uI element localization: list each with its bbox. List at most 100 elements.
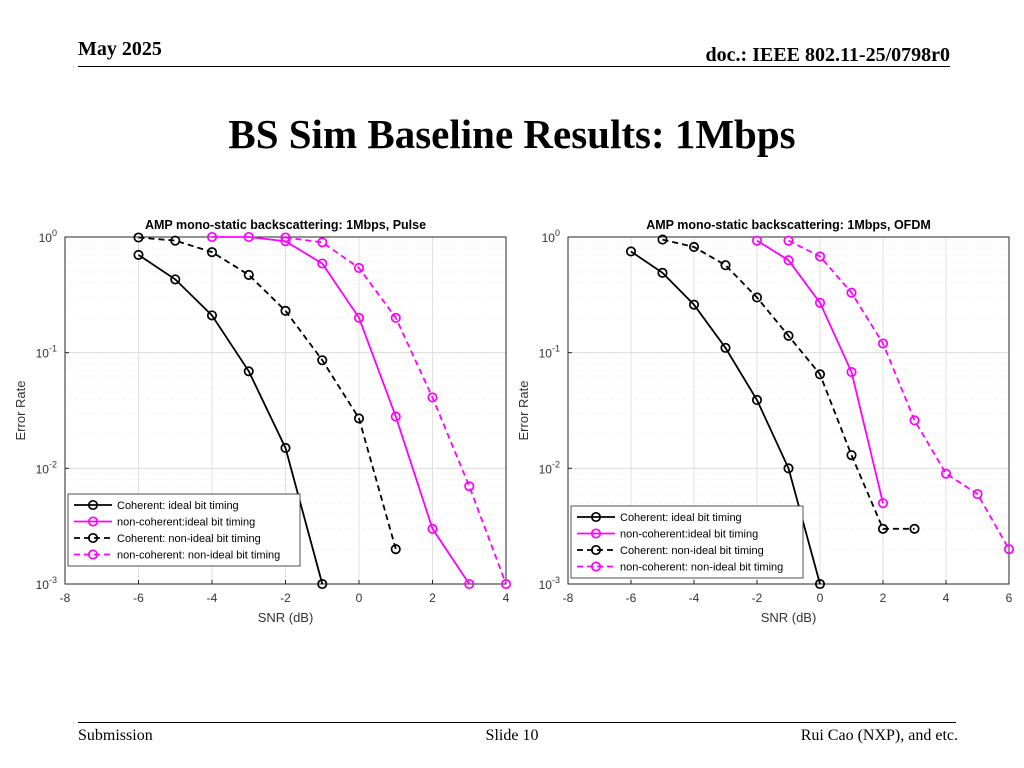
legend-label: non-coherent: non-ideal bit timing	[117, 550, 280, 562]
series-line	[285, 236, 507, 585]
legend: Coherent: ideal bit timing non-coherent:i…	[570, 505, 804, 579]
data-point	[427, 392, 438, 403]
data-point	[846, 287, 857, 298]
data-point	[783, 235, 794, 246]
legend-label: Coherent: non-ideal bit timing	[620, 545, 764, 557]
data-point	[243, 366, 254, 377]
data-point	[751, 394, 763, 406]
legend-label: Coherent: ideal bit timing	[117, 500, 239, 512]
data-point	[783, 463, 794, 474]
footer-slide-number: Slide 10	[485, 727, 539, 744]
data-point	[940, 468, 952, 479]
data-point	[317, 355, 328, 366]
header-date: May 2025	[78, 38, 162, 60]
header-doc-id: doc.: IEEE 802.11-25/0798r0	[705, 44, 950, 66]
data-point	[751, 235, 763, 246]
legend-label: non-coherent: non-ideal bit timing	[620, 562, 783, 574]
data-point	[133, 249, 144, 260]
x-tick-label: 2	[880, 591, 887, 605]
data-point	[243, 269, 254, 280]
data-point	[720, 342, 731, 353]
header-rule	[78, 66, 950, 67]
data-point	[280, 232, 291, 243]
data-point	[317, 258, 328, 269]
data-point	[909, 523, 920, 534]
data-point	[353, 312, 365, 323]
series-line	[138, 254, 324, 585]
series-line	[756, 239, 884, 504]
x-tick-label: 4	[943, 591, 950, 605]
x-tick-label: -4	[689, 591, 700, 605]
data-point	[170, 235, 181, 246]
x-tick-label: 0	[356, 591, 363, 605]
data-point	[317, 237, 328, 248]
series-3	[657, 234, 920, 534]
legend-marker	[590, 528, 602, 539]
footer-submission: Submission	[78, 727, 153, 744]
x-tick-label: -2	[752, 591, 763, 605]
x-axis-label: SNR (dB)	[761, 610, 817, 625]
legend-marker	[590, 544, 602, 556]
x-tick-label: -8	[60, 591, 71, 605]
data-point	[625, 246, 637, 257]
legend-label: non-coherent:ideal bit timing	[620, 529, 758, 541]
data-point	[243, 231, 254, 243]
data-point	[206, 231, 218, 243]
series-line	[212, 236, 471, 585]
series-4	[280, 232, 512, 590]
series-2	[206, 231, 475, 590]
data-point	[500, 578, 512, 590]
data-point	[317, 578, 328, 590]
series-1	[133, 249, 328, 590]
series-4	[783, 235, 1015, 555]
x-tick-label: 6	[1006, 591, 1013, 605]
legend-marker	[590, 511, 602, 523]
legend-marker	[590, 561, 602, 572]
data-point	[390, 411, 401, 422]
chart-2: -8 -6 -4 -2 0 2 4 6 100 10-1 10-2 10-3 AMP mono-stat…	[516, 218, 1015, 625]
data-point	[877, 498, 889, 509]
legend-marker	[87, 549, 99, 560]
x-tick-label: 2	[429, 591, 436, 605]
data-point	[353, 262, 365, 274]
legend-marker	[87, 499, 99, 511]
legend-label: non-coherent:ideal bit timing	[117, 517, 255, 529]
data-point	[877, 338, 889, 349]
y-tick-label: 10-1	[539, 344, 560, 361]
data-point	[133, 232, 144, 243]
data-point	[170, 274, 181, 285]
y-tick-label: 10-2	[36, 459, 57, 476]
x-tick-label: -6	[626, 591, 637, 605]
series-line	[662, 238, 915, 530]
series-3	[133, 232, 401, 555]
legend: Coherent: ideal bit timing non-coherent:i…	[67, 493, 301, 567]
data-point	[1003, 544, 1015, 555]
data-point	[846, 366, 857, 378]
chart-title: AMP mono-static backscattering: 1Mbps, P…	[145, 218, 426, 232]
data-point	[688, 299, 700, 310]
data-point	[657, 267, 668, 278]
data-point	[206, 247, 218, 258]
data-point	[814, 578, 826, 590]
series-line	[788, 239, 1010, 550]
y-tick-label: 10-1	[36, 344, 57, 361]
legend-label: Coherent: ideal bit timing	[620, 512, 742, 524]
data-point	[280, 442, 291, 454]
data-point	[390, 544, 401, 555]
chart-1: -8 -6 -4 -2 0 2 4 100 10-1 10-2 10-3 AMP mono-stati…	[13, 218, 512, 625]
data-point	[877, 523, 889, 534]
y-axis-label: Error Rate	[13, 381, 28, 441]
x-tick-label: -2	[280, 591, 291, 605]
data-point	[783, 255, 794, 266]
series-2	[751, 235, 889, 509]
y-tick-label: 10-2	[539, 459, 560, 476]
x-tick-label: -6	[133, 591, 144, 605]
data-point	[464, 578, 475, 590]
footer-author: Rui Cao (NXP), and etc.	[800, 727, 958, 744]
x-tick-label: -8	[563, 591, 574, 605]
legend-label: Coherent: non-ideal bit timing	[117, 533, 261, 545]
y-tick-label: 100	[39, 228, 57, 245]
x-tick-label: 0	[817, 591, 824, 605]
x-tick-label: 4	[503, 591, 510, 605]
